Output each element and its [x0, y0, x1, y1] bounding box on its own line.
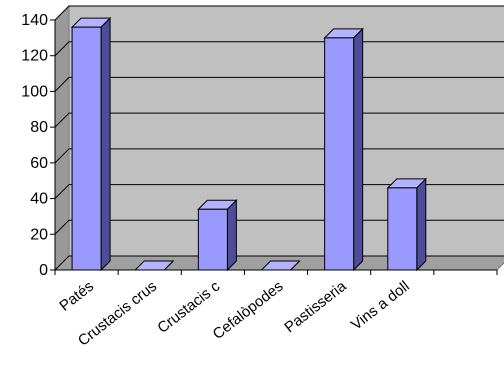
gridline — [54, 219, 504, 235]
y-tick-label: 100 — [21, 83, 48, 100]
gridline — [54, 76, 504, 92]
x-category-label: Pastisseria — [281, 277, 350, 336]
bar-front — [71, 26, 102, 271]
bar — [323, 27, 364, 272]
gridline — [54, 255, 504, 271]
plot-side-wall — [54, 4, 70, 272]
bar-front — [324, 37, 355, 271]
gridline — [54, 148, 504, 164]
bars — [70, 16, 427, 272]
x-category-label: Patés — [56, 278, 97, 315]
bar-side — [226, 199, 237, 272]
y-tick-label: 20 — [30, 226, 48, 243]
y-tick-label: 140 — [21, 12, 48, 29]
y-tick-label: 0 — [39, 262, 48, 279]
y-tick-label: 80 — [30, 119, 48, 136]
x-category-label: Cefalòpodes — [210, 278, 287, 343]
x-category-label: Vins a doll — [348, 278, 413, 334]
bar-front — [197, 208, 228, 271]
gridline — [54, 112, 504, 128]
y-tick-label: 120 — [21, 48, 48, 65]
x-axis — [54, 269, 498, 275]
bar-top — [134, 260, 175, 271]
bar-side — [100, 16, 111, 272]
y-tick-label: 60 — [30, 155, 48, 172]
gridline — [54, 41, 504, 57]
gridline — [54, 5, 504, 21]
bar-side — [353, 27, 364, 272]
gridline — [54, 184, 504, 199]
y-axis: 0 20 40 60 80 100 120 140 — [21, 12, 56, 279]
bar-front — [387, 187, 418, 271]
y-tick-label: 40 — [30, 191, 48, 208]
plot-back-wall — [68, 5, 504, 257]
bar-top — [260, 260, 301, 271]
gridlines — [54, 5, 504, 271]
bar — [70, 16, 112, 272]
bar — [134, 260, 175, 271]
bar — [260, 260, 301, 271]
bar — [197, 199, 238, 272]
bar-side — [416, 177, 427, 272]
plot-area — [53, 4, 504, 272]
bar — [386, 177, 427, 272]
